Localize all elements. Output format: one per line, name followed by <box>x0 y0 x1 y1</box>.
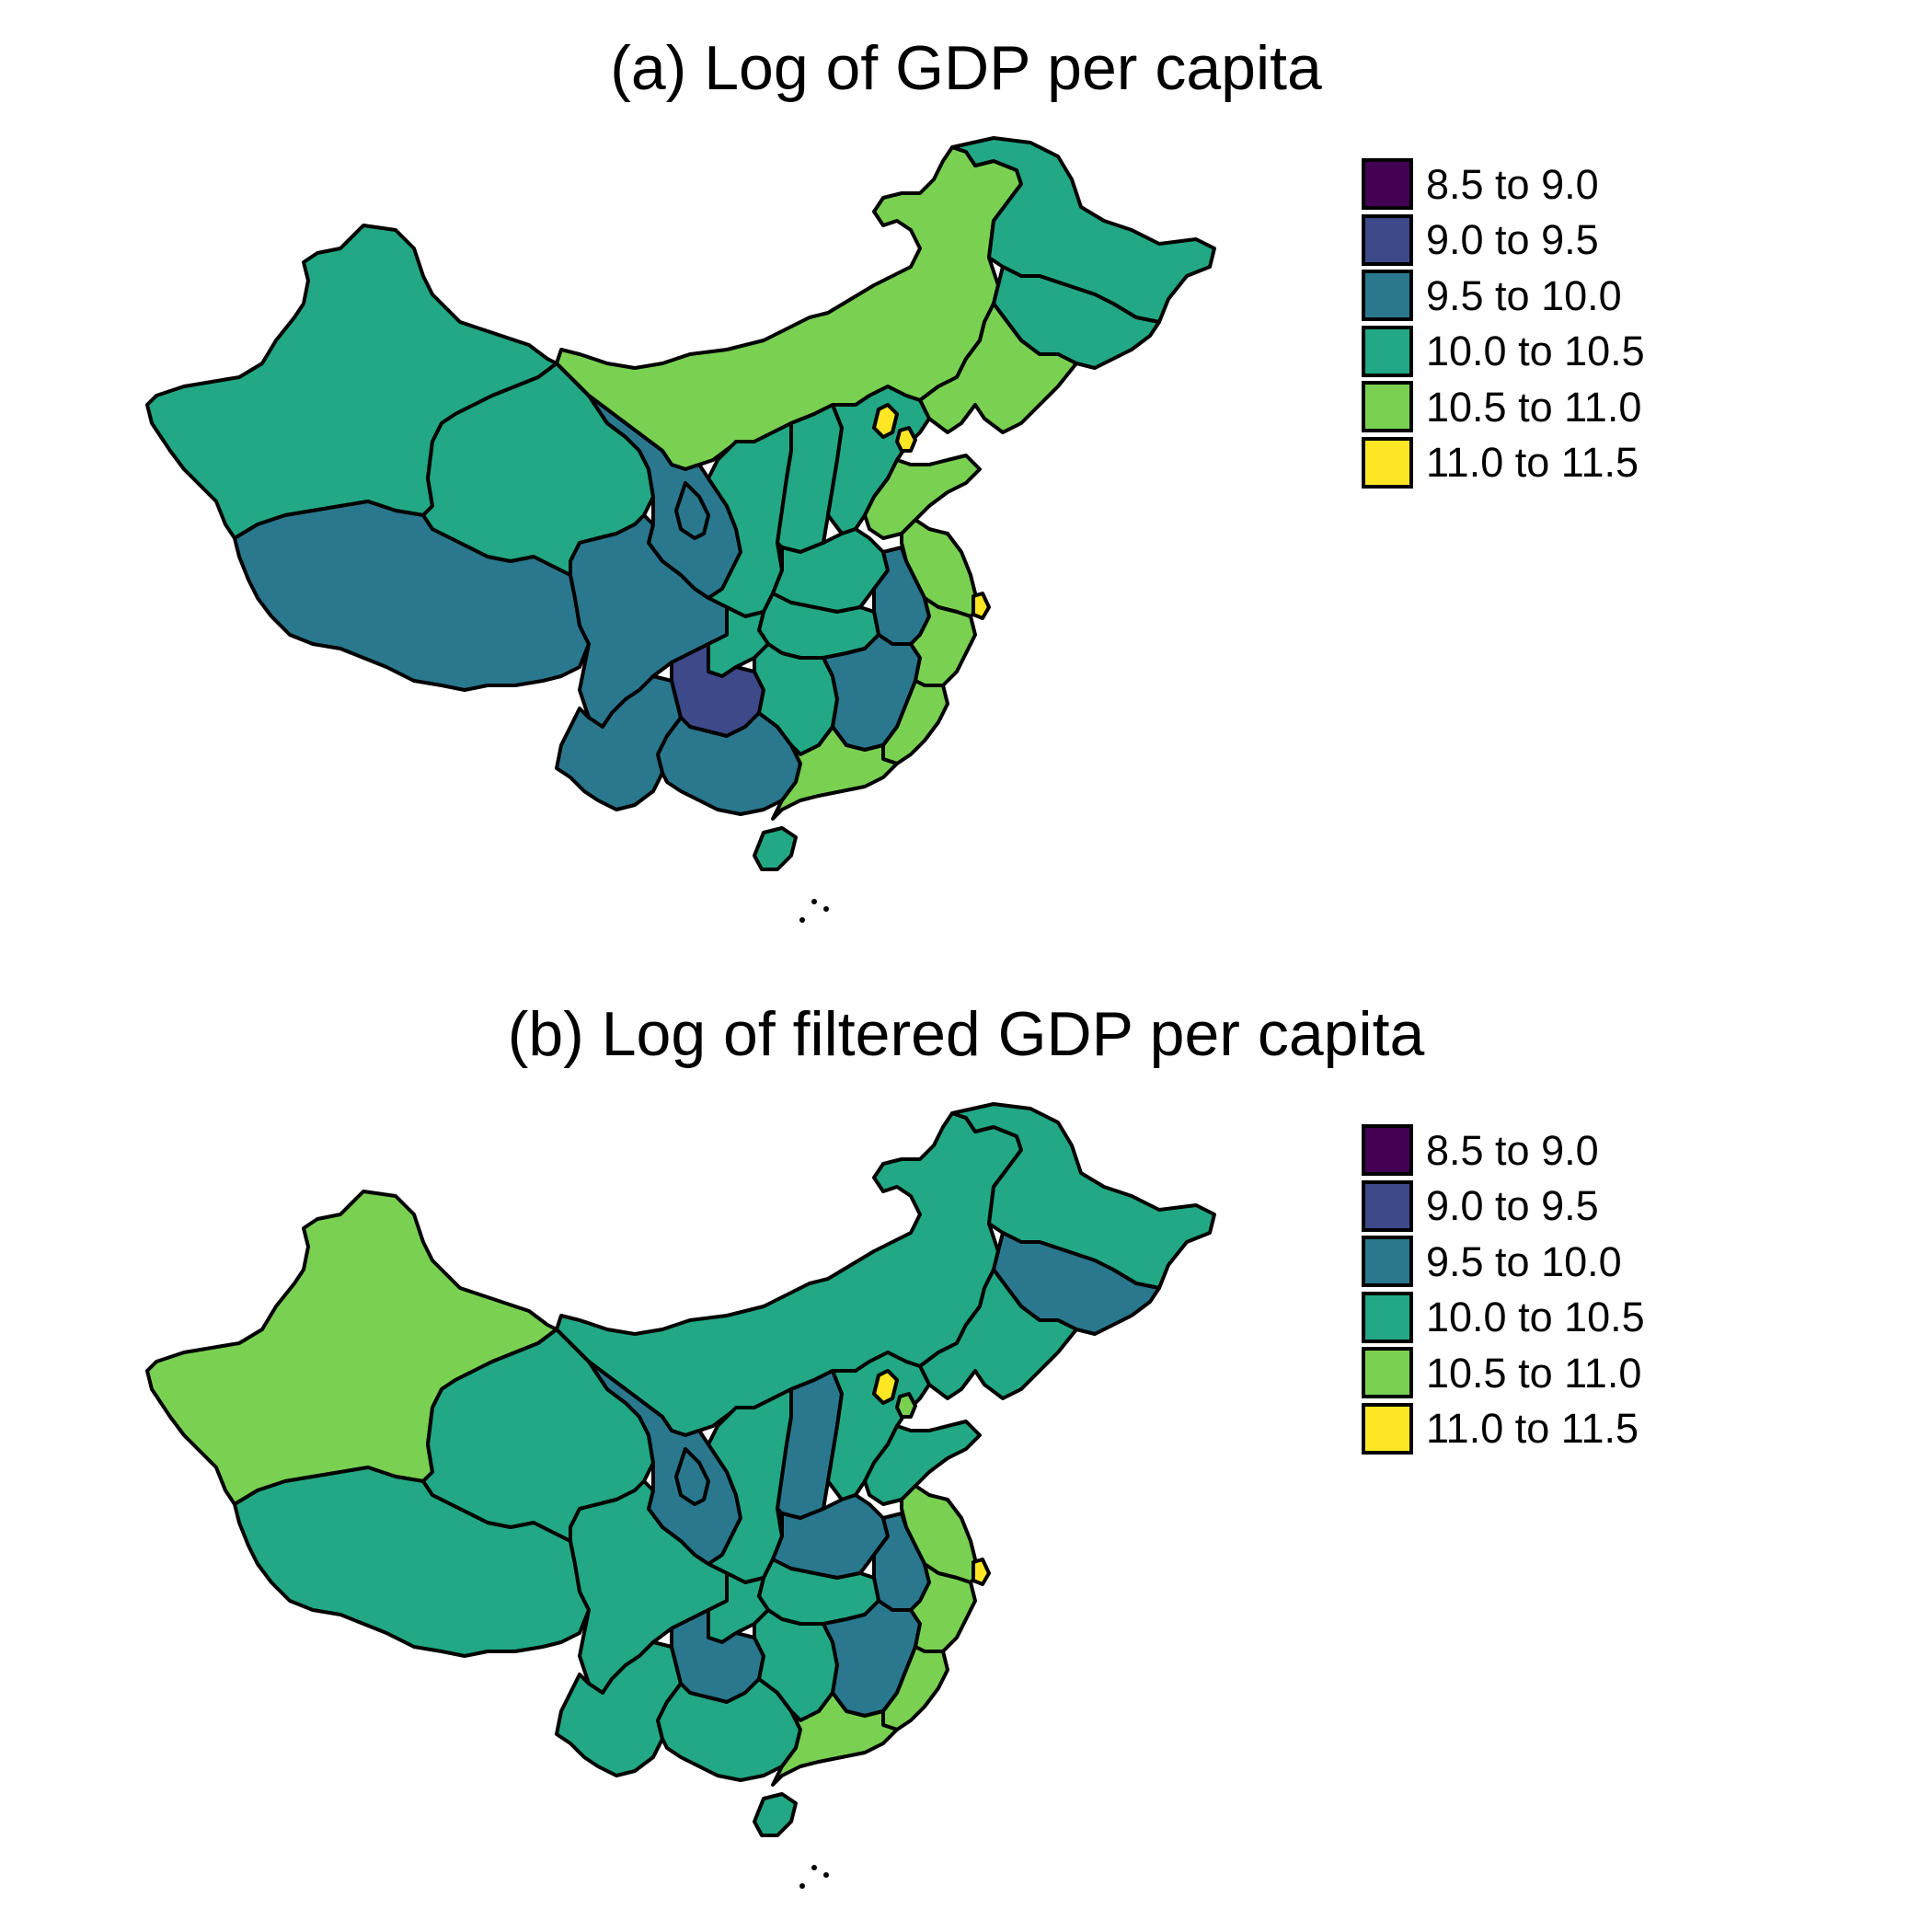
legend-swatch <box>1362 1347 1413 1399</box>
panel-b: (b) Log of filtered GDP per capita <box>0 966 1932 1932</box>
panel-b-title: (b) Log of filtered GDP per capita <box>507 999 1425 1069</box>
legend-swatch <box>1362 1291 1413 1343</box>
legend-swatch <box>1362 213 1413 266</box>
legend-swatch <box>1362 1402 1413 1455</box>
legend-swatch <box>1362 158 1413 211</box>
legend-item: 9.0 to 9.5 <box>1362 213 1645 269</box>
legend-item: 8.5 to 9.0 <box>1362 156 1645 213</box>
legend-swatch <box>1362 436 1413 489</box>
legend-swatch <box>1362 270 1413 322</box>
legend-label: 9.5 to 10.0 <box>1426 271 1622 319</box>
region-shanghai <box>972 592 991 620</box>
panel-b-legend: 8.5 to 9.0 9.0 to 9.5 9.5 to 10.0 10.0 t… <box>1362 1122 1645 1456</box>
region-hainan <box>753 826 798 871</box>
legend-item: 11.0 to 11.5 <box>1362 1401 1645 1457</box>
legend-swatch <box>1362 325 1413 377</box>
legend-item: 10.5 to 11.0 <box>1362 1345 1645 1401</box>
region-shanghai <box>972 1558 991 1586</box>
legend-label: 10.0 to 10.5 <box>1426 1294 1645 1341</box>
legend-item: 11.0 to 11.5 <box>1362 435 1645 491</box>
legend-label: 9.0 to 9.5 <box>1426 1182 1599 1230</box>
panel-b-map <box>145 1102 1216 1889</box>
legend-label: 10.5 to 11.0 <box>1426 383 1642 431</box>
legend-item: 10.5 to 11.0 <box>1362 379 1645 435</box>
region-beijing <box>872 403 899 439</box>
panel-a: (a) Log of GDP per capita <box>145 33 1645 923</box>
island-dot <box>823 906 829 912</box>
island-dot <box>799 1883 805 1889</box>
region-tianjin <box>895 426 917 453</box>
legend-swatch <box>1362 1124 1413 1177</box>
legend-label: 11.0 to 11.5 <box>1426 439 1639 487</box>
legend-swatch <box>1362 1236 1413 1288</box>
island-dot <box>811 899 817 904</box>
region-beijing <box>872 1369 899 1405</box>
legend-label: 9.5 to 10.0 <box>1426 1237 1622 1285</box>
legend-item: 10.0 to 10.5 <box>1362 1290 1645 1346</box>
legend-swatch <box>1362 1179 1413 1232</box>
legend-label: 11.0 to 11.5 <box>1426 1405 1639 1453</box>
legend-label: 8.5 to 9.0 <box>1426 160 1599 208</box>
legend-item: 10.0 to 10.5 <box>1362 324 1645 380</box>
island-dot <box>823 1872 829 1878</box>
legend-label: 10.5 to 11.0 <box>1426 1349 1642 1397</box>
legend-label: 8.5 to 9.0 <box>1426 1126 1599 1174</box>
legend-item: 9.5 to 10.0 <box>1362 1234 1645 1290</box>
legend-swatch <box>1362 381 1413 433</box>
legend-label: 9.0 to 9.5 <box>1426 216 1599 264</box>
legend-item: 9.0 to 9.5 <box>1362 1179 1645 1235</box>
panel-a-legend: 8.5 to 9.0 9.0 to 9.5 9.5 to 10.0 10.0 t… <box>1362 156 1645 490</box>
island-dot <box>811 1865 817 1870</box>
panel-a-map <box>145 136 1216 923</box>
region-hainan <box>753 1792 798 1837</box>
island-dot <box>799 917 805 923</box>
region-tianjin <box>895 1392 917 1419</box>
legend-item: 9.5 to 10.0 <box>1362 268 1645 324</box>
panel-a-title: (a) Log of GDP per capita <box>610 33 1322 103</box>
legend-label: 10.0 to 10.5 <box>1426 328 1645 375</box>
legend-item: 8.5 to 9.0 <box>1362 1122 1645 1179</box>
